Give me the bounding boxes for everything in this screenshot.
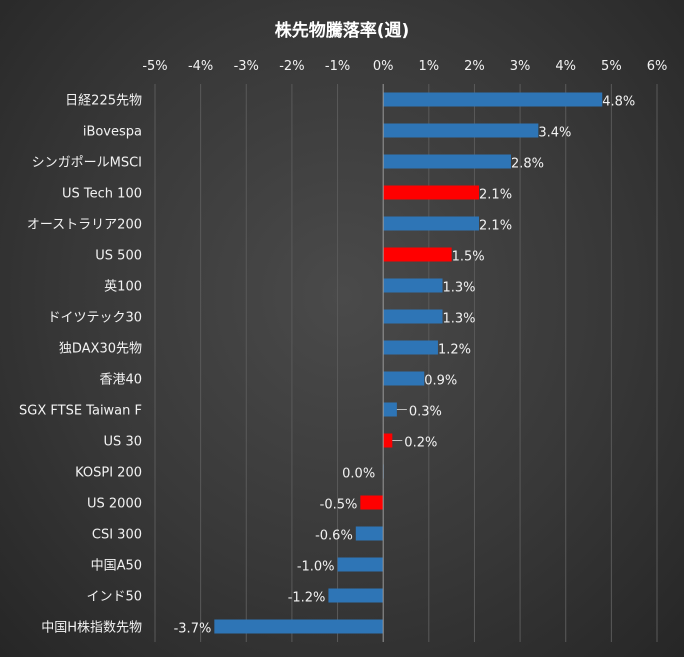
x-tick-label: -1%: [325, 59, 350, 74]
data-label: 0.2%: [404, 436, 437, 451]
category-label: CSI 300: [92, 528, 142, 543]
data-label: -0.5%: [320, 498, 358, 513]
category-labels: 日経225先物 iBovespa シンガポールMSCI US Tech 100 オースト…: [19, 94, 142, 636]
data-label: -1.0%: [297, 560, 335, 575]
bars: [214, 92, 603, 634]
x-tick-label: 3%: [510, 59, 531, 74]
bar: [383, 185, 480, 200]
category-label: US 500: [95, 249, 142, 264]
bar: [383, 433, 393, 448]
bar: [337, 557, 384, 572]
data-label: 1.2%: [438, 343, 471, 358]
bar: [383, 309, 443, 324]
data-label: 0.0%: [342, 467, 375, 482]
category-label: KOSPI 200: [75, 466, 142, 481]
data-label: 2.1%: [479, 219, 512, 234]
category-label: US Tech 100: [62, 187, 142, 202]
data-label: 1.5%: [452, 250, 485, 265]
x-tick-label: -5%: [142, 59, 167, 74]
x-tick-label: -4%: [188, 59, 213, 74]
bar: [383, 216, 480, 231]
category-label: 英100: [104, 280, 142, 295]
bar: [383, 340, 438, 355]
x-tick-label: 5%: [601, 59, 622, 74]
bar: [383, 371, 425, 386]
grid-lines: [154, 84, 658, 642]
category-label: 日経225先物: [65, 94, 142, 109]
bar: [383, 123, 539, 138]
data-label: 0.9%: [424, 374, 457, 389]
category-label: US 2000: [87, 497, 142, 512]
bar: [383, 247, 452, 262]
category-label: オーストラリア200: [27, 218, 142, 233]
category-label: インド50: [86, 590, 142, 605]
data-labels: 4.8% 3.4% 2.8% 2.1% 2.1% 1.5% 1.3% 1.3% 1.2% 0.9%…: [174, 95, 636, 637]
x-tick-label: 6%: [647, 59, 668, 74]
data-label: 2.8%: [511, 157, 544, 172]
category-label: ドイツテック30: [47, 311, 142, 326]
bar: [383, 278, 443, 293]
data-label: -3.7%: [174, 622, 212, 637]
x-tick-label: 4%: [555, 59, 576, 74]
bar: [328, 588, 384, 603]
category-label: シンガポールMSCI: [32, 156, 142, 171]
x-tick-label: 0%: [373, 59, 394, 74]
category-label: US 30: [104, 435, 142, 450]
bar: [355, 526, 384, 541]
category-label: 香港40: [99, 373, 142, 388]
bar: [383, 154, 511, 169]
category-label: 独DAX30先物: [59, 342, 142, 357]
category-label: iBovespa: [83, 125, 142, 140]
data-label: 1.3%: [443, 312, 476, 327]
x-tick-label: 2%: [464, 59, 485, 74]
bar: [383, 402, 397, 417]
data-label: -0.6%: [315, 529, 353, 544]
x-tick-label: -3%: [234, 59, 259, 74]
bar: [360, 495, 384, 510]
data-label: -1.2%: [288, 591, 326, 606]
data-label: 3.4%: [538, 126, 571, 141]
bar: [383, 92, 603, 107]
category-label: SGX FTSE Taiwan F: [19, 404, 142, 419]
data-label: 1.3%: [443, 281, 476, 296]
bar: [214, 619, 384, 634]
data-label: 2.1%: [479, 188, 512, 203]
category-label: 中国H株指数先物: [41, 621, 142, 636]
data-label: 0.3%: [409, 405, 442, 420]
x-axis-ticks: -5% -4% -3% -2% -1% 0% 1% 2% 3% 4% 5% 6%: [142, 59, 667, 74]
x-tick-label: 1%: [419, 59, 440, 74]
x-tick-label: -2%: [279, 59, 304, 74]
chart-title: 株先物騰落率(週): [275, 20, 410, 41]
category-label: 中国A50: [91, 559, 142, 574]
data-label: 4.8%: [602, 95, 635, 110]
